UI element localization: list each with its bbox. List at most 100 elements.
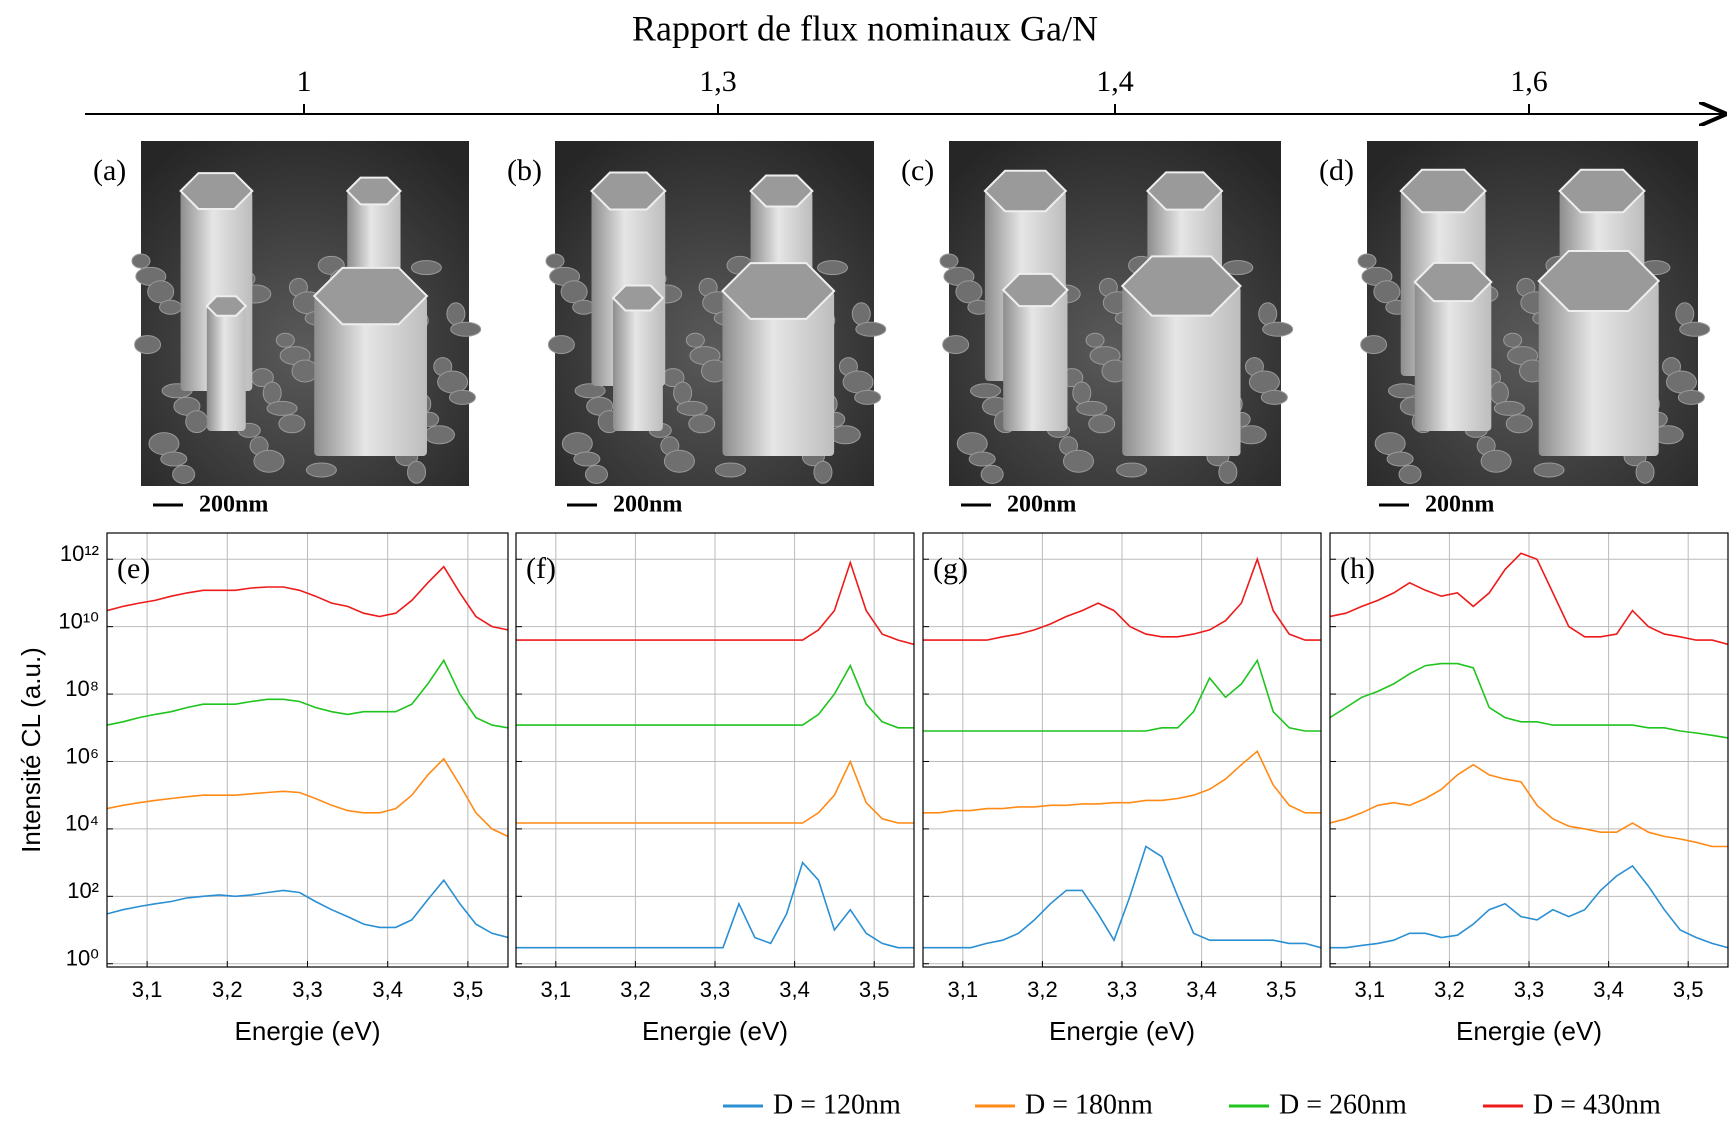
x-tick-label: 3,5: [453, 977, 484, 1002]
grain: [1480, 449, 1512, 473]
grain: [423, 425, 455, 445]
pillar-top: [312, 266, 429, 326]
grain: [942, 335, 970, 355]
y-tick-label: 10²: [67, 878, 99, 903]
panel-label: (h): [1340, 552, 1375, 585]
grain: [685, 332, 705, 348]
y-tick-label: 10¹⁰: [58, 608, 99, 633]
grain: [446, 302, 466, 326]
image-label: (c): [901, 154, 934, 187]
x-tick-label: 3,3: [700, 977, 731, 1002]
x-tick-label: 3,4: [1186, 977, 1217, 1002]
grain: [676, 400, 708, 416]
spectrum-line: [1330, 662, 1728, 739]
panel-label: (g): [933, 552, 968, 585]
grain: [410, 260, 442, 276]
grain: [448, 389, 476, 405]
grain: [1505, 414, 1533, 434]
grain: [407, 460, 427, 484]
spectrum-line: [1330, 763, 1728, 848]
spectrum-line: [1330, 552, 1728, 646]
pillar: [613, 298, 663, 431]
x-tick-label: 3,1: [132, 977, 163, 1002]
grain: [148, 432, 180, 456]
grain: [855, 321, 887, 337]
pillar-top: [1399, 168, 1487, 214]
ratio-tick-label: 1,6: [1510, 65, 1548, 98]
x-tick-label: 3,3: [1107, 977, 1138, 1002]
image-label: (a): [93, 154, 126, 187]
x-tick-label: 3,3: [292, 977, 323, 1002]
grain: [1085, 332, 1105, 348]
x-tick-label: 3,1: [541, 977, 572, 1002]
scale-bar-label: 200nm: [613, 492, 682, 518]
ratio-tick-label: 1,4: [1096, 65, 1134, 98]
grain: [673, 381, 693, 405]
legend-label: D = 180nm: [1025, 1089, 1153, 1120]
x-tick-label: 3,2: [1434, 977, 1465, 1002]
pillar-top: [983, 169, 1068, 213]
pillar: [206, 306, 246, 431]
grain: [968, 451, 996, 467]
image-label: (b): [507, 154, 542, 187]
x-tick-label: 3,5: [859, 977, 890, 1002]
grain: [1262, 321, 1294, 337]
grain: [1489, 381, 1509, 405]
grain: [147, 280, 175, 304]
x-tick-label: 3,4: [1593, 977, 1624, 1002]
y-tick-label: 10⁶: [65, 743, 99, 768]
pillar-top: [1145, 171, 1224, 211]
grain: [547, 335, 575, 355]
grain: [1248, 370, 1280, 394]
grain: [561, 432, 593, 456]
pillar: [1003, 290, 1068, 431]
grain: [1635, 460, 1655, 484]
grain: [584, 464, 608, 484]
grain: [851, 302, 871, 326]
grain: [842, 370, 874, 394]
grain: [1260, 389, 1288, 405]
grain: [1374, 432, 1406, 456]
panel-label: (f): [526, 552, 556, 585]
grain: [1218, 460, 1238, 484]
pillar-top: [721, 262, 836, 320]
spectrum-line: [923, 556, 1321, 641]
pillar-top: [1537, 250, 1661, 312]
spectrum-line: [107, 658, 508, 729]
grain: [1062, 449, 1094, 473]
legend-label: D = 120nm: [773, 1089, 901, 1120]
spectrum-line: [923, 658, 1321, 732]
plot-frame: [515, 532, 915, 968]
x-axis-label: Energie (eV): [642, 1016, 788, 1046]
grain: [1679, 321, 1711, 337]
grain: [854, 389, 882, 405]
sem-image: [545, 141, 887, 486]
image-label: (d): [1319, 154, 1354, 187]
grain: [1386, 451, 1414, 467]
grain: [1258, 302, 1278, 326]
scale-bar-label: 200nm: [1007, 492, 1076, 518]
x-axis-label: Energie (eV): [1456, 1016, 1602, 1046]
grain: [185, 410, 209, 434]
grain: [1088, 414, 1116, 434]
grain: [1533, 462, 1565, 478]
y-axis-label: Intensité CL (a.u.): [16, 647, 46, 853]
scale-bar-label: 200nm: [199, 492, 268, 518]
grain: [275, 332, 295, 348]
x-tick-label: 3,5: [1673, 977, 1704, 1002]
grain: [262, 381, 282, 405]
pillar-top: [590, 171, 667, 211]
pillar-top: [345, 176, 402, 206]
panel-label: (e): [117, 552, 150, 585]
grain: [1398, 464, 1422, 484]
grain: [437, 370, 469, 394]
ratio-tick-label: 1,3: [699, 65, 737, 98]
grain: [813, 460, 833, 484]
grain: [980, 464, 1004, 484]
grain: [278, 414, 306, 434]
spectrum-line: [923, 750, 1321, 814]
ratio-tick-label: 1: [297, 65, 312, 98]
grain: [1116, 462, 1148, 478]
grain: [253, 449, 285, 473]
